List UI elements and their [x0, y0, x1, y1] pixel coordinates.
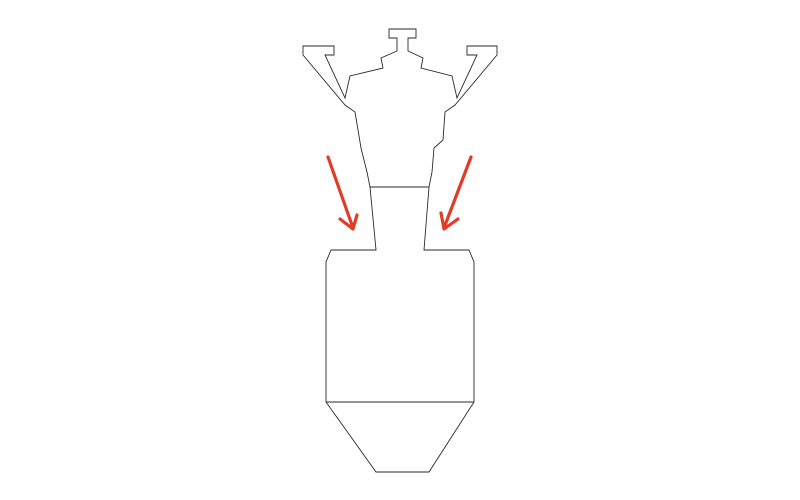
container-outline — [325, 186, 475, 473]
right-arrow-icon — [439, 155, 473, 231]
left-arrow-icon — [326, 155, 359, 231]
lower-container — [325, 186, 475, 473]
top-fitting — [302, 28, 498, 188]
top-fitting-outline — [302, 28, 498, 188]
